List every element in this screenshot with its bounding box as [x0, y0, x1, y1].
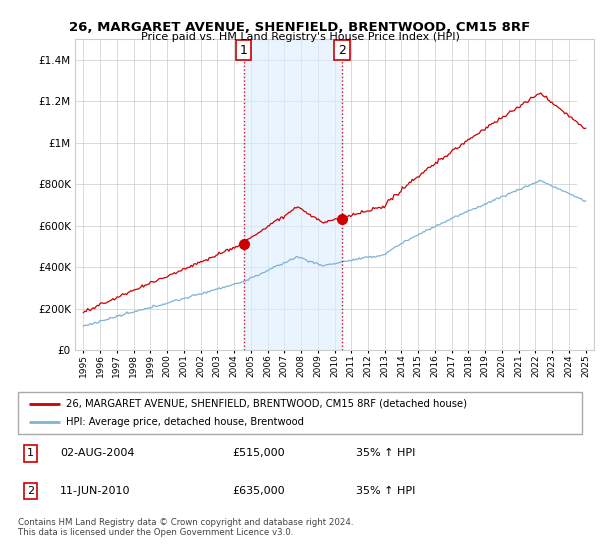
Text: £515,000: £515,000 [232, 449, 285, 459]
Text: 26, MARGARET AVENUE, SHENFIELD, BRENTWOOD, CM15 8RF: 26, MARGARET AVENUE, SHENFIELD, BRENTWOO… [70, 21, 530, 34]
Text: 11-JUN-2010: 11-JUN-2010 [60, 486, 131, 496]
Text: 26, MARGARET AVENUE, SHENFIELD, BRENTWOOD, CM15 8RF (detached house): 26, MARGARET AVENUE, SHENFIELD, BRENTWOO… [66, 399, 467, 409]
Text: 1: 1 [240, 44, 248, 57]
FancyBboxPatch shape [18, 392, 582, 434]
Text: £635,000: £635,000 [232, 486, 285, 496]
Text: 2: 2 [338, 44, 346, 57]
Text: Price paid vs. HM Land Registry's House Price Index (HPI): Price paid vs. HM Land Registry's House … [140, 32, 460, 43]
Text: 02-AUG-2004: 02-AUG-2004 [60, 449, 135, 459]
Bar [244, 39, 342, 350]
Bar [577, 39, 594, 350]
Text: 2: 2 [27, 486, 34, 496]
Text: 35% ↑ HPI: 35% ↑ HPI [356, 449, 416, 459]
Text: 35% ↑ HPI: 35% ↑ HPI [356, 486, 416, 496]
Text: Contains HM Land Registry data © Crown copyright and database right 2024.
This d: Contains HM Land Registry data © Crown c… [18, 518, 353, 538]
Text: HPI: Average price, detached house, Brentwood: HPI: Average price, detached house, Bren… [66, 417, 304, 427]
Text: 1: 1 [27, 449, 34, 459]
